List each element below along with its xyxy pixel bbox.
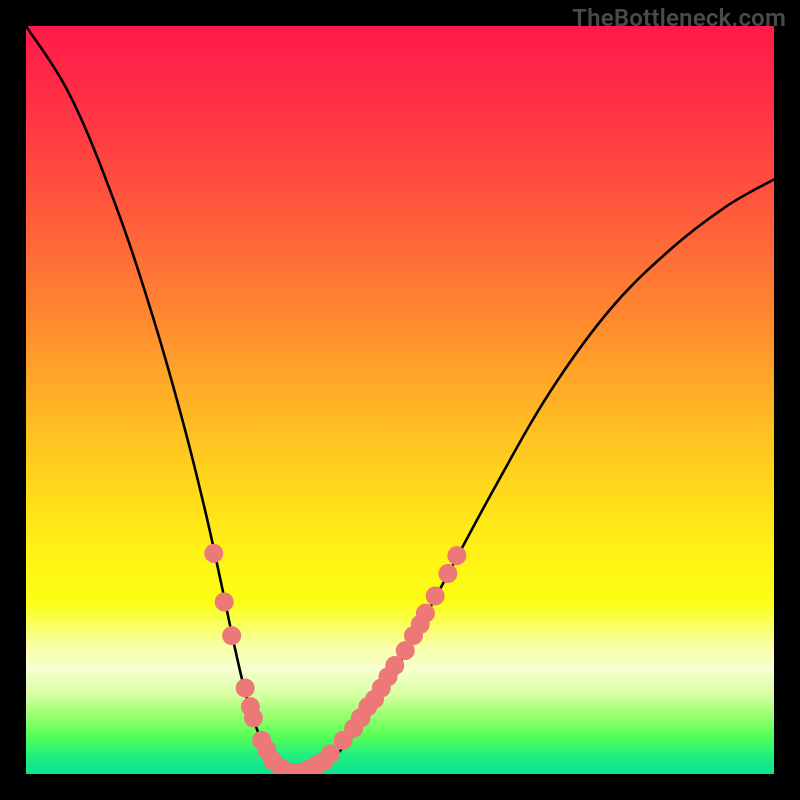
frame-border: [0, 0, 26, 800]
frame-border: [774, 0, 800, 800]
watermark-text: TheBottleneck.com: [572, 4, 786, 32]
data-point: [236, 678, 255, 697]
data-point: [215, 592, 234, 611]
data-point: [447, 546, 466, 565]
data-point: [438, 564, 457, 583]
chart-root: TheBottleneck.com: [0, 0, 800, 800]
data-point: [416, 604, 435, 623]
data-point: [222, 626, 241, 645]
data-point: [426, 586, 445, 605]
data-point: [244, 708, 263, 727]
chart-svg: [0, 0, 800, 800]
data-point: [204, 544, 223, 563]
frame-border: [0, 774, 800, 800]
